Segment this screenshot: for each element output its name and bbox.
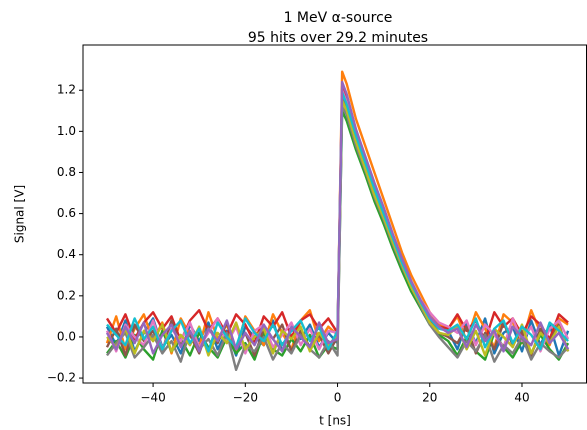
y-tick-label: 0.4 xyxy=(57,247,76,261)
y-tick-label: 1.0 xyxy=(57,124,76,138)
x-tick-label: −20 xyxy=(233,391,258,405)
chart-title: 1 MeV α-source xyxy=(284,10,393,26)
signal-trace xyxy=(105,80,570,355)
y-axis-label: Signal [V] xyxy=(13,185,27,243)
y-tick-label: −0.2 xyxy=(47,371,76,385)
y-tick-label: 1.2 xyxy=(57,83,76,97)
y-tick-label: 0.0 xyxy=(57,329,76,343)
y-tick-label: 0.2 xyxy=(57,288,76,302)
y-tick-label: 0.8 xyxy=(57,165,76,179)
y-tick-label: 0.6 xyxy=(57,206,76,220)
x-axis-label: t [ns] xyxy=(319,414,351,428)
x-tick-label: 0 xyxy=(334,391,342,405)
x-tick-label: 40 xyxy=(514,391,529,405)
x-tick-label: 20 xyxy=(422,391,437,405)
chart-subtitle: 95 hits over 29.2 minutes xyxy=(248,30,428,46)
x-tick-label: −40 xyxy=(140,391,165,405)
